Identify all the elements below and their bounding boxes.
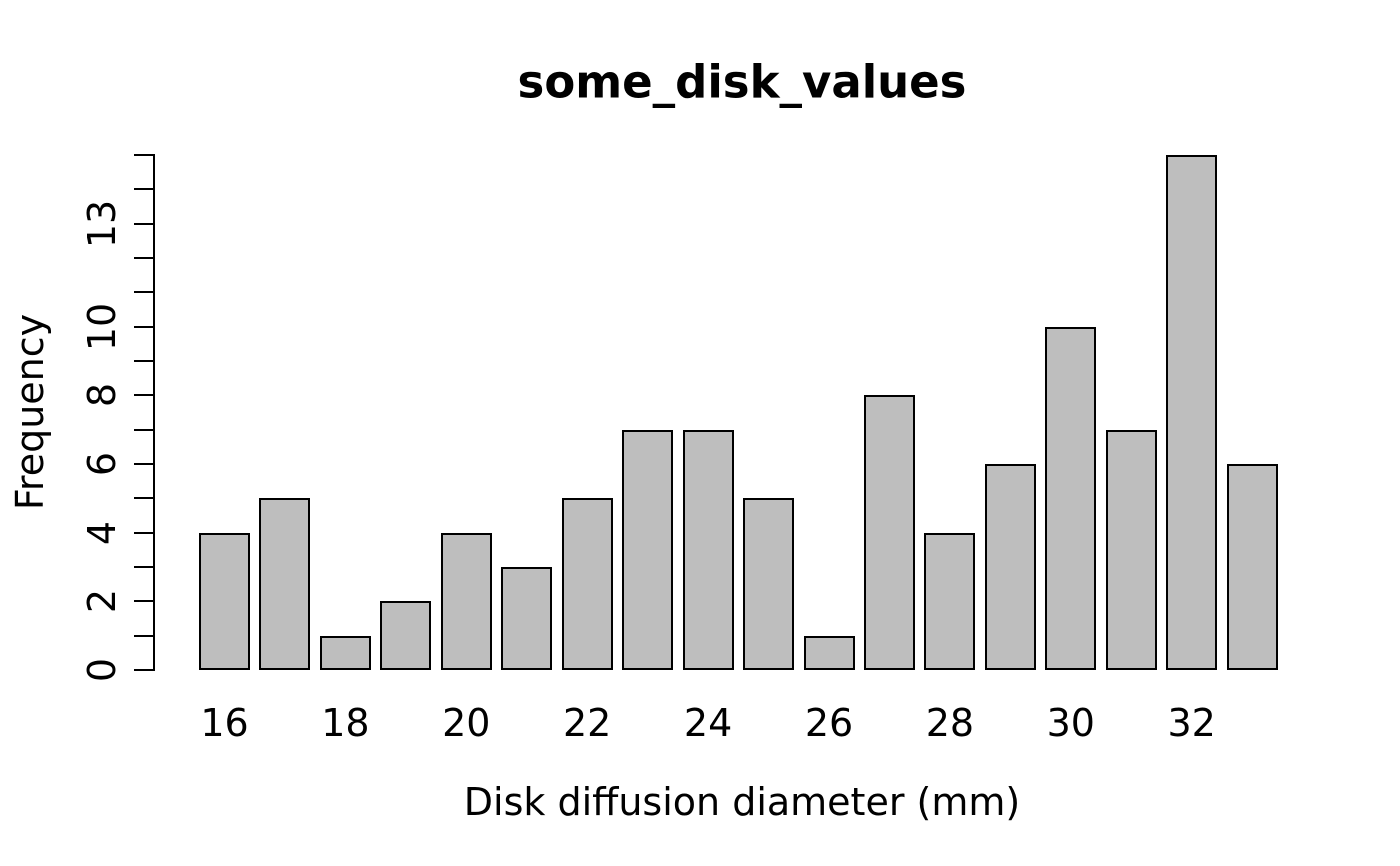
x-tick-label: 16 [200,701,249,745]
x-tick-label: 20 [442,701,491,745]
histogram-bar [1105,429,1157,670]
histogram-bar [984,464,1036,670]
y-tick-label: 2 [80,589,124,614]
histogram-bar [440,532,492,670]
histogram-bar [199,532,250,670]
x-tick-label: 26 [804,701,854,745]
y-tick-label: 4 [80,520,124,545]
histogram-bar [501,567,553,670]
y-tick-label: 10 [80,302,124,351]
histogram-bar [622,429,674,670]
y-axis-tick [134,360,153,363]
y-axis-tick [134,394,153,397]
chart-title: some_disk_values [517,55,967,109]
histogram-bar [682,429,734,670]
histogram-bar [924,532,976,670]
histogram-bar [803,635,855,670]
y-axis-line [153,154,155,671]
histogram-bar [1166,155,1218,670]
y-axis-tick [134,497,153,500]
y-axis-tick [134,600,153,603]
x-tick-label: 22 [563,701,612,745]
y-axis-tick [134,428,153,431]
histogram-bar [259,498,311,670]
histogram-bar [380,601,432,670]
x-tick-label: 32 [1167,701,1216,745]
y-axis-tick [134,257,153,260]
y-axis-tick [134,222,153,225]
y-tick-label: 6 [80,451,124,477]
x-tick-label: 18 [321,701,370,745]
x-tick-label: 24 [683,701,733,745]
y-axis-tick [134,154,153,157]
y-axis-tick [134,669,153,671]
y-axis-tick [134,325,153,328]
histogram-bar [1226,464,1278,670]
x-tick-label: 28 [925,701,975,745]
y-axis-tick [134,188,153,191]
histogram-bar [561,498,613,670]
y-axis-tick [134,463,153,466]
histogram-bar [319,635,371,670]
histogram-bar [863,395,915,670]
x-axis-title: Disk diffusion diameter (mm) [463,780,1021,824]
y-tick-label: 13 [80,199,124,248]
histogram-bar [743,498,795,670]
y-tick-label: 0 [80,657,124,683]
y-axis-tick [134,566,153,568]
x-tick-label: 30 [1046,701,1095,745]
y-axis-tick [134,634,153,637]
y-axis-tick [134,531,153,534]
histogram-bar [1045,326,1097,670]
y-tick-label: 8 [80,383,124,408]
y-axis-tick [134,291,153,294]
